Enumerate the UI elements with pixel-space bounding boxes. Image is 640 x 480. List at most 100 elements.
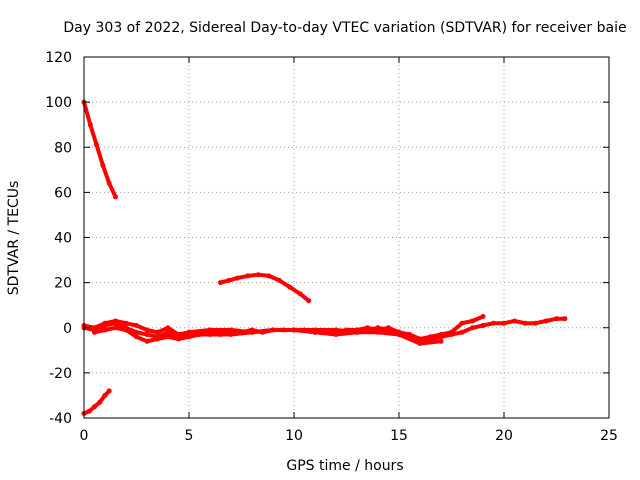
data-point <box>100 162 106 168</box>
data-point <box>306 298 312 304</box>
data-point <box>480 314 486 319</box>
ticks: 0 5 10 15 20 25 -40 -20 0 20 40 60 80 100 120 <box>45 50 618 444</box>
x-tick-label: 10 <box>285 428 303 444</box>
data-point <box>333 327 339 333</box>
data-point <box>562 316 568 322</box>
data-point <box>234 275 240 281</box>
x-tick-label: 20 <box>495 428 513 444</box>
data-point <box>207 327 213 333</box>
data-point <box>155 336 160 342</box>
series-segment-arc <box>218 272 312 304</box>
y-tick-label: 20 <box>54 276 72 292</box>
data-point <box>270 327 276 333</box>
x-tick-label: 5 <box>185 428 194 444</box>
data-point <box>255 272 261 278</box>
data-point <box>134 334 139 340</box>
data-point <box>123 327 129 333</box>
data-point <box>176 336 181 342</box>
data-point <box>522 320 528 326</box>
data-point <box>92 329 97 335</box>
data-point <box>155 329 160 335</box>
data-point <box>207 332 213 337</box>
data-point <box>407 332 412 337</box>
data-point <box>428 334 433 340</box>
data-point <box>218 280 223 286</box>
y-tick-label: 120 <box>45 50 72 66</box>
data-point <box>470 318 475 324</box>
x-tick-label: 15 <box>390 428 408 444</box>
data-point <box>459 329 465 335</box>
data-point <box>87 122 93 128</box>
data-point <box>144 327 150 333</box>
x-axis-label: GPS time / hours <box>286 458 403 474</box>
data-point <box>97 399 103 405</box>
data-point <box>226 277 232 283</box>
y-tick-label: -40 <box>49 411 72 427</box>
data-point <box>470 325 475 331</box>
plot-frame <box>83 56 610 419</box>
data-point <box>312 329 318 335</box>
data-point <box>396 332 402 337</box>
data-point <box>186 329 192 335</box>
data-point <box>106 180 112 186</box>
data-point <box>438 332 444 337</box>
data-point <box>113 325 118 331</box>
data-point <box>533 320 538 326</box>
data-point <box>501 320 507 326</box>
data-point <box>249 329 255 335</box>
data-point <box>543 318 549 324</box>
data-point <box>228 332 234 337</box>
data-point <box>491 320 496 326</box>
x-tick-label: 25 <box>600 428 618 444</box>
data-point <box>480 323 486 328</box>
data-point <box>102 392 108 398</box>
y-tick-label: 0 <box>63 321 72 337</box>
chart-title: Day 303 of 2022, Sidereal Day-to-day VTE… <box>63 20 626 36</box>
series-segment-negative-rise <box>81 388 112 416</box>
data-point <box>245 273 251 279</box>
data-point <box>165 325 171 331</box>
data-point <box>144 332 150 337</box>
data-point <box>459 320 465 326</box>
data-point <box>291 327 297 333</box>
data-point <box>297 291 303 297</box>
series-layer <box>81 99 568 416</box>
series-segment-baseline-lower <box>92 325 444 346</box>
y-tick-label: -20 <box>49 366 72 382</box>
data-point <box>134 329 139 335</box>
data-point <box>554 316 559 322</box>
data-point <box>94 142 100 148</box>
y-tick-label: 40 <box>54 231 72 247</box>
y-tick-label: 60 <box>54 185 72 201</box>
data-point <box>354 329 360 335</box>
data-point <box>165 329 171 335</box>
data-point <box>375 325 381 331</box>
y-axis-label: SDTVAR / TECUs <box>6 181 22 296</box>
data-point <box>86 408 92 414</box>
data-point <box>186 334 192 340</box>
data-point <box>333 332 339 337</box>
y-tick-label: 80 <box>54 140 72 156</box>
data-point <box>144 338 150 344</box>
data-point <box>102 320 108 326</box>
data-point <box>123 320 129 326</box>
series-line <box>218 272 311 303</box>
x-tick-label: 0 <box>80 428 89 444</box>
data-point <box>134 323 139 328</box>
data-point <box>266 273 272 279</box>
data-point <box>106 388 112 394</box>
data-point <box>92 325 97 331</box>
data-point <box>165 334 171 340</box>
data-point <box>228 327 234 333</box>
data-point <box>417 341 423 346</box>
series-segment-steep-drop <box>81 99 118 200</box>
data-point <box>276 277 282 283</box>
data-point <box>512 318 517 324</box>
data-point <box>438 338 444 344</box>
grid <box>84 57 609 418</box>
data-point <box>197 332 202 337</box>
y-tick-label: 100 <box>45 95 72 111</box>
data-point <box>375 329 381 335</box>
data-point <box>102 327 108 333</box>
